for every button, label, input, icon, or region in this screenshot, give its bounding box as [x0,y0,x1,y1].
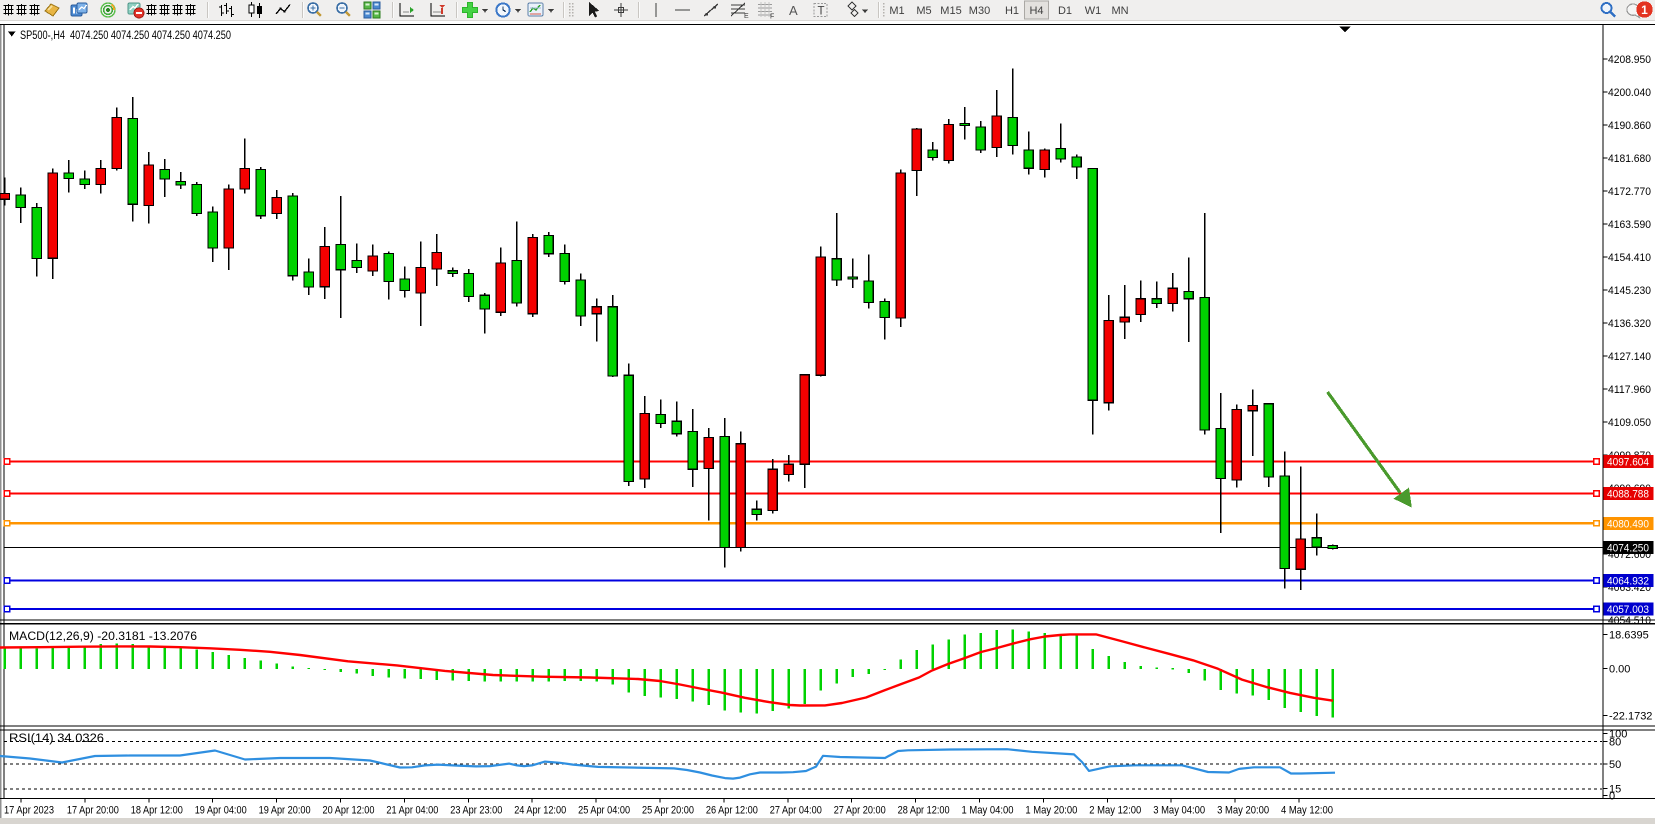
svg-text:50: 50 [1609,759,1621,771]
svg-text:M15: M15 [940,5,961,17]
svg-text:3 May 20:00: 3 May 20:00 [1217,805,1269,817]
svg-text:4190.860: 4190.860 [1608,120,1651,132]
svg-text:H4: H4 [1029,5,1043,17]
svg-text:0: 0 [1609,791,1615,803]
svg-text:18.6395: 18.6395 [1609,630,1649,642]
svg-text:24 Apr 12:00: 24 Apr 12:00 [514,805,566,817]
svg-text:27 Apr 04:00: 27 Apr 04:00 [770,805,822,817]
svg-text:19 Apr 20:00: 19 Apr 20:00 [259,805,311,817]
svg-text:4127.140: 4127.140 [1608,351,1651,363]
svg-text:4154.410: 4154.410 [1608,252,1651,264]
svg-text:4074.250: 4074.250 [1607,543,1649,555]
svg-text:15: 15 [1609,784,1621,796]
svg-text:T: T [818,6,825,18]
svg-text:M5: M5 [916,5,931,17]
svg-text:2 May 12:00: 2 May 12:00 [1089,805,1141,817]
svg-text:17 Apr 2023: 17 Apr 2023 [4,805,54,817]
svg-text:1 May 04:00: 1 May 04:00 [962,805,1014,817]
svg-text:100: 100 [1609,729,1627,741]
svg-text:4064.932: 4064.932 [1607,576,1649,588]
svg-text:F: F [770,14,774,21]
svg-text:27 Apr 20:00: 27 Apr 20:00 [834,805,886,817]
svg-text:4208.950: 4208.950 [1608,54,1651,66]
svg-text:E: E [744,13,749,20]
svg-text:MACD(12,26,9) -20.3181 -13.207: MACD(12,26,9) -20.3181 -13.2076 [9,631,197,643]
svg-text:H1: H1 [1005,5,1019,17]
svg-text:4172.770: 4172.770 [1608,186,1651,198]
svg-text:W1: W1 [1085,5,1102,17]
svg-text:A: A [789,3,798,18]
svg-text:4088.788: 4088.788 [1607,489,1649,501]
svg-text:4117.960: 4117.960 [1608,384,1651,396]
svg-text:SP500-,H4 4074.250 4074.250 4: SP500-,H4 4074.250 4074.250 4074.250 407… [20,30,231,42]
svg-text:25 Apr 04:00: 25 Apr 04:00 [578,805,630,817]
svg-text:M1: M1 [889,5,904,17]
svg-text:4057.003: 4057.003 [1607,604,1649,616]
svg-text:25 Apr 20:00: 25 Apr 20:00 [642,805,694,817]
svg-text:23 Apr 23:00: 23 Apr 23:00 [450,805,502,817]
svg-text:4181.680: 4181.680 [1608,153,1651,165]
svg-text:28 Apr 12:00: 28 Apr 12:00 [898,805,950,817]
svg-text:4080.490: 4080.490 [1607,518,1649,530]
svg-text:1 May 20:00: 1 May 20:00 [1025,805,1077,817]
svg-text:1: 1 [1641,3,1648,17]
svg-text:-22.1732: -22.1732 [1609,710,1652,722]
svg-text:26 Apr 12:00: 26 Apr 12:00 [706,805,758,817]
svg-text:18 Apr 12:00: 18 Apr 12:00 [131,805,183,817]
svg-text:0.00: 0.00 [1609,664,1630,676]
svg-text:4097.604: 4097.604 [1607,457,1649,469]
svg-text:21 Apr 04:00: 21 Apr 04:00 [386,805,438,817]
svg-text:4054.510: 4054.510 [1608,615,1651,627]
svg-text:4145.230: 4145.230 [1608,285,1651,297]
svg-text:20 Apr 12:00: 20 Apr 12:00 [323,805,375,817]
svg-text:4 May 12:00: 4 May 12:00 [1281,805,1333,817]
svg-text:19 Apr 04:00: 19 Apr 04:00 [195,805,247,817]
svg-text:RSI(14) 34.0326: RSI(14) 34.0326 [9,733,104,745]
svg-text:80: 80 [1609,737,1621,749]
svg-text:4109.050: 4109.050 [1608,417,1651,429]
svg-text:4136.320: 4136.320 [1608,318,1651,330]
svg-text:4200.040: 4200.040 [1608,87,1651,99]
svg-text:17 Apr 20:00: 17 Apr 20:00 [67,805,119,817]
svg-text:3 May 04:00: 3 May 04:00 [1153,805,1205,817]
svg-text:4163.590: 4163.590 [1608,219,1651,231]
svg-text:MN: MN [1111,5,1128,17]
svg-text:D1: D1 [1058,5,1072,17]
svg-text:M30: M30 [969,5,990,17]
